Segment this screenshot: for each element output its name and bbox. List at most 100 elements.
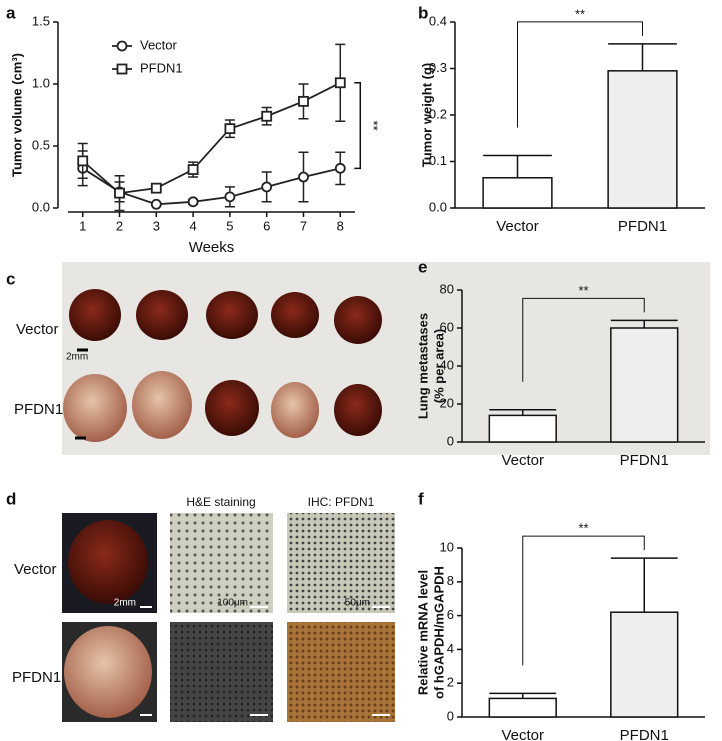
lungs-vector (69, 289, 382, 344)
y-tick-label: 0.1 (429, 153, 447, 168)
marker (298, 171, 309, 183)
marker (298, 95, 309, 107)
annotation: ** (578, 283, 588, 298)
x-tick-label: Vector (501, 452, 544, 469)
error-bar (610, 319, 678, 328)
annotation: ** (578, 521, 588, 536)
marker (150, 182, 162, 194)
row-label: PFDN1 (14, 401, 63, 418)
x-tick-label: 6 (263, 218, 270, 233)
column-label: IHC: PFDN1 (308, 495, 375, 509)
y-axis-label: Relative mRNA level (415, 570, 430, 695)
x-axis-label: Weeks (189, 239, 235, 256)
marker (77, 155, 89, 167)
row-label: Vector (14, 561, 57, 578)
marker (334, 162, 346, 174)
y-tick-label: 8 (447, 573, 454, 588)
significance-bracket (517, 21, 643, 128)
y-tick-label: 2 (447, 675, 454, 690)
row-label: PFDN1 (12, 669, 61, 686)
y-tick-label: 0.4 (429, 13, 447, 28)
y-axis-label: Lung metastases (415, 313, 430, 419)
x-tick-label: Vector (501, 727, 544, 741)
panel-letter: e (418, 257, 427, 276)
marker (334, 77, 346, 89)
legend-label: Vector (140, 37, 178, 52)
bar (610, 611, 679, 718)
x-tick-label: 4 (189, 218, 196, 233)
y-tick-label: 0.0 (429, 199, 447, 214)
legend-label: PFDN1 (140, 60, 183, 75)
x-tick-label: 8 (337, 218, 344, 233)
photo (170, 513, 273, 613)
series-line (82, 167, 341, 206)
lung (64, 626, 152, 718)
marker (187, 196, 199, 208)
x-tick-label: 5 (226, 218, 233, 233)
panel-letter: d (6, 489, 16, 508)
y-tick-label: 0 (447, 708, 454, 723)
y-tick-label: 40 (440, 357, 454, 372)
y-axis-label: Tumor volume (cm³) (9, 53, 24, 177)
bar (610, 327, 679, 443)
photo-panel-c: c Vector PFDN1 2mm (6, 262, 710, 455)
x-tick-label: 2 (116, 218, 123, 233)
marker (224, 123, 236, 135)
series-line (82, 81, 341, 195)
x-tick-label: 3 (153, 218, 160, 233)
lungs-pfdn1 (63, 371, 382, 442)
row-label: Vector (16, 321, 59, 338)
y-tick-label: 0.3 (429, 60, 447, 75)
marker (187, 164, 199, 175)
y-tick-label: 0.2 (429, 106, 447, 121)
bar (488, 414, 557, 443)
error-bar (483, 154, 552, 178)
legend-marker (116, 63, 128, 75)
bar (488, 697, 557, 718)
marker (150, 198, 162, 210)
significance-bracket (354, 82, 362, 170)
y-tick-label: 80 (440, 281, 454, 296)
y-tick-label: 1.5 (32, 13, 50, 28)
error-bar (608, 43, 677, 71)
photo (170, 622, 273, 722)
x-tick-label: PFDN1 (620, 452, 669, 469)
significance-bracket (522, 535, 645, 666)
x-tick-label: 7 (300, 218, 307, 233)
y-axis-label: Tumor weight (g) (419, 63, 434, 167)
y-tick-label: 1.0 (32, 75, 50, 90)
x-tick-label: PFDN1 (618, 218, 667, 235)
panel-letter: f (418, 489, 424, 508)
error-bar (610, 557, 678, 613)
y-axis-label: (% per area) (431, 329, 446, 403)
y-tick-label: 4 (447, 641, 454, 656)
y-tick-label: 60 (440, 319, 454, 334)
annotation: ** (575, 6, 585, 21)
scale-label: 100μm (217, 598, 248, 609)
marker (261, 181, 273, 193)
y-tick-label: 6 (447, 607, 454, 622)
bar (482, 177, 553, 209)
error-bar (489, 692, 557, 699)
photo (287, 622, 395, 722)
y-tick-label: 10 (440, 539, 454, 554)
marker (114, 187, 125, 199)
marker (261, 110, 273, 122)
panel-letter: a (6, 3, 16, 22)
column-label: H&E staining (186, 495, 255, 509)
y-axis-label: of hGAPDH/mGAPDH (431, 566, 446, 699)
y-tick-label: 0.5 (32, 137, 50, 152)
panel-letter: b (418, 3, 428, 22)
photo-panel-d: d H&E staining IHC: PFDN1 Vector PFDN1 2… (6, 489, 395, 722)
significance-bracket (522, 297, 645, 382)
scale-label: 50μm (345, 598, 370, 609)
marker (224, 191, 236, 203)
y-tick-label: 0 (447, 433, 454, 448)
panel-letter: c (6, 269, 15, 288)
y-tick-label: 0.0 (32, 199, 50, 214)
annotation: ** (366, 120, 381, 130)
scale-label: 2mm (66, 352, 88, 363)
photo (287, 513, 395, 613)
lung (68, 520, 148, 604)
